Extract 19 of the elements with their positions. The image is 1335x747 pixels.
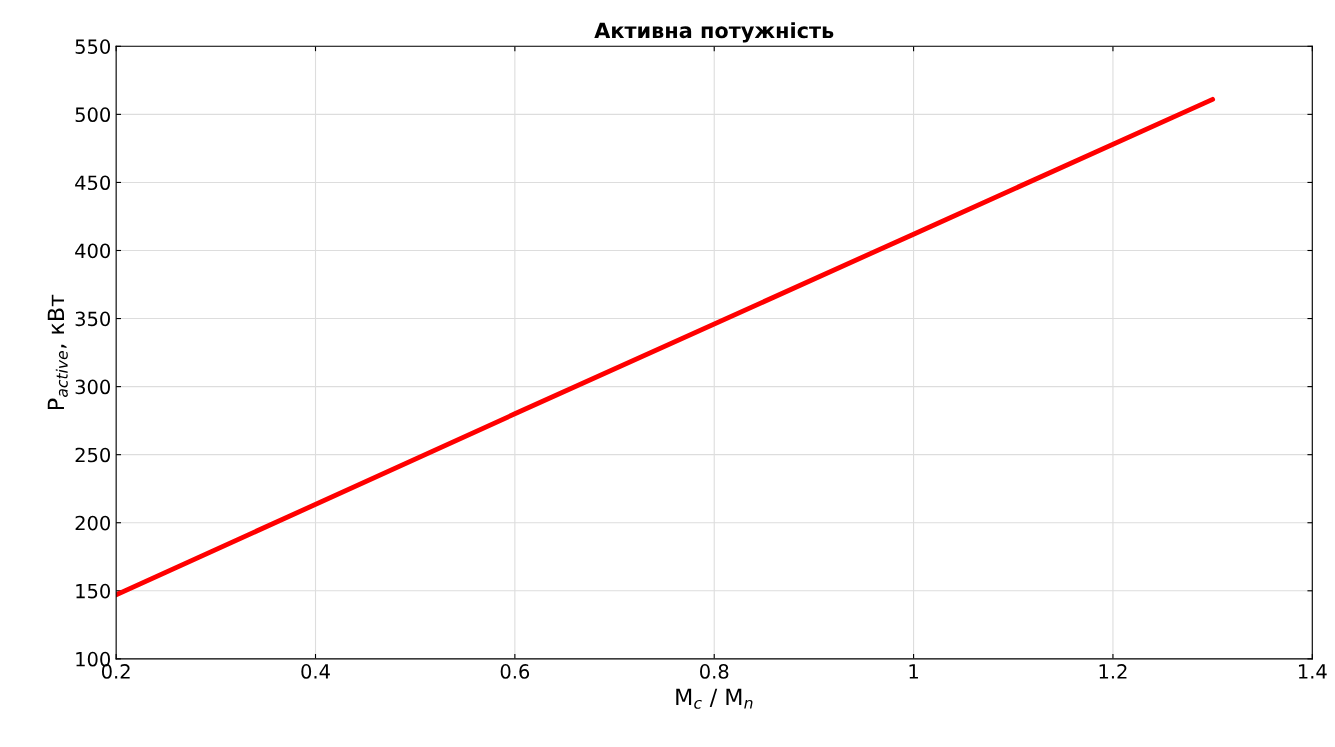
y-tick-label: 150 xyxy=(76,583,110,599)
y-tick-label: 350 xyxy=(75,311,110,327)
line-series xyxy=(116,96,1216,598)
x-tick-label: 0.8 xyxy=(700,664,729,679)
x-tick-label: 1 xyxy=(909,664,918,679)
y-tick-label: 250 xyxy=(75,447,110,463)
y-axis-title: P$_{active}$, кВт xyxy=(47,294,68,410)
y-tick-label: 450 xyxy=(75,175,110,191)
y-tick-label: 200 xyxy=(75,515,110,531)
y-tick-label: 500 xyxy=(75,107,110,123)
x-tick-label: 1.2 xyxy=(1099,664,1127,679)
y-tick-label: 300 xyxy=(75,379,110,395)
x-axis-title: M$_{c}$ / M$_{n}$ xyxy=(676,688,753,709)
x-tick-label: 0.4 xyxy=(301,664,330,679)
y-tick-label: 400 xyxy=(75,243,110,259)
x-tick-label: 1.4 xyxy=(1298,664,1327,679)
x-tick-label: 0.6 xyxy=(500,664,530,679)
y-tick-label: 550 xyxy=(75,39,110,54)
chart-title: Активна потужність xyxy=(594,22,834,43)
